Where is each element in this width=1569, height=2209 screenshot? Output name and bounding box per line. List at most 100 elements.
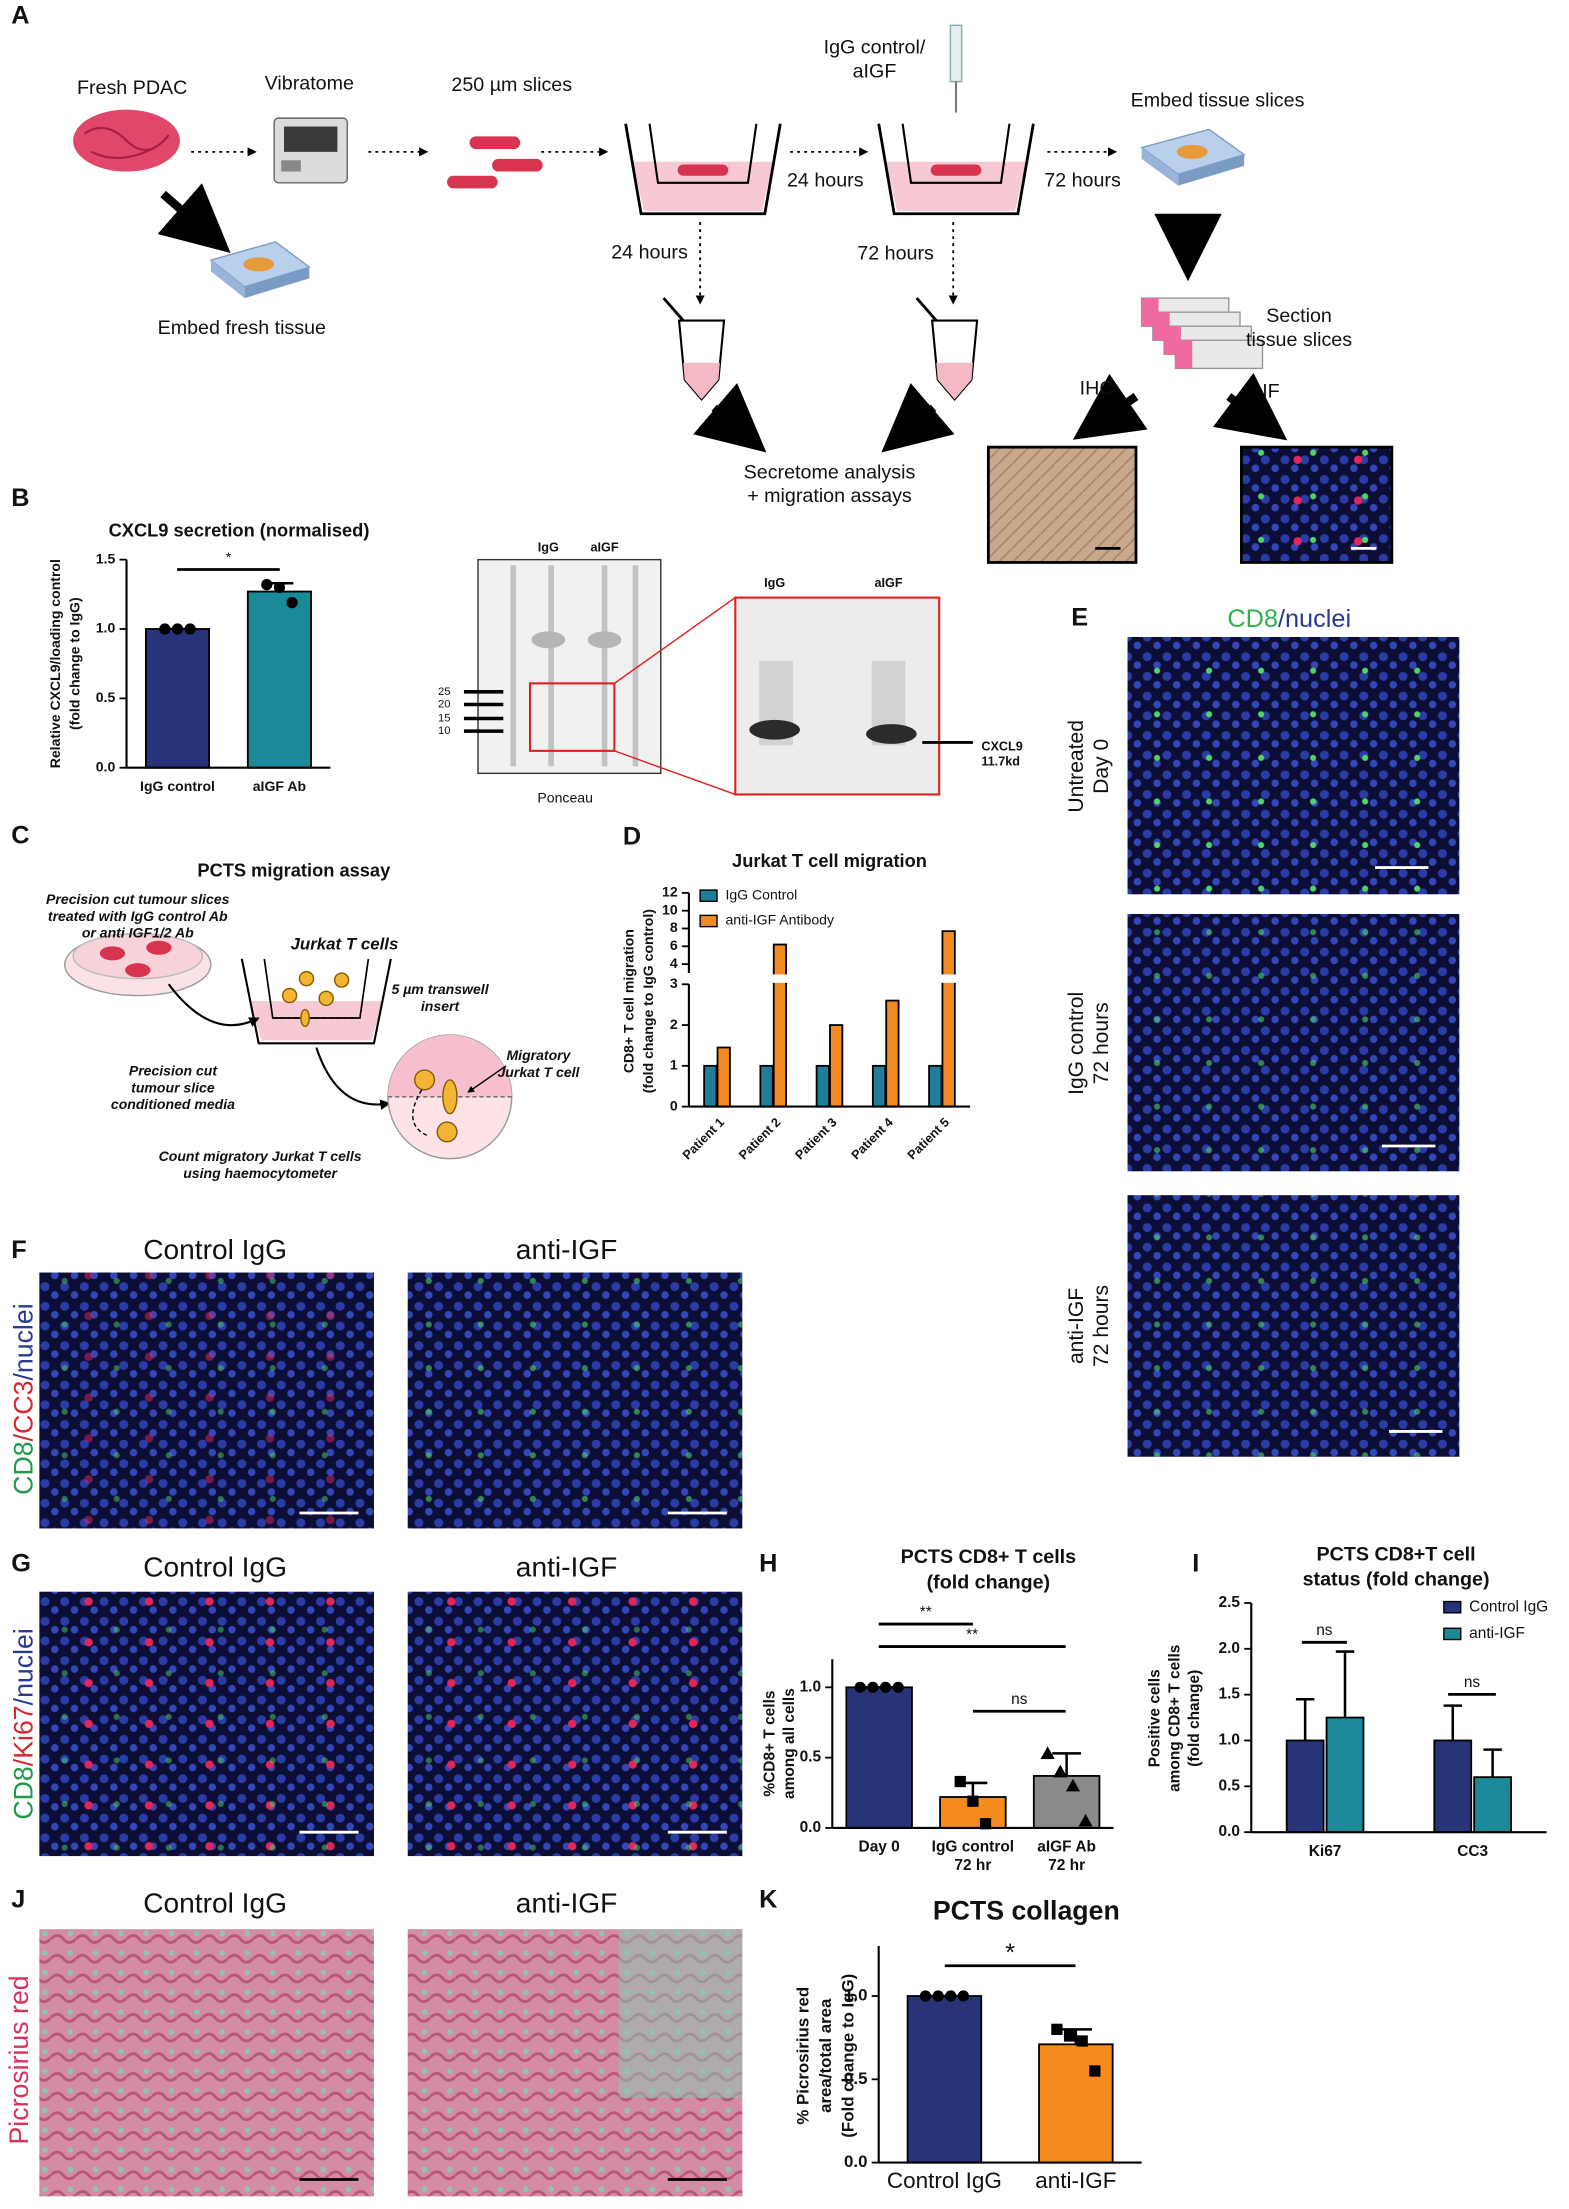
panel-a-diagram-rect xyxy=(492,158,543,172)
panel-a-diagram-rect xyxy=(677,164,729,176)
size-marker: 15 xyxy=(438,712,450,724)
bar xyxy=(928,1064,943,1108)
panel-a-diagram-ellipse xyxy=(243,257,275,272)
panel-label: I xyxy=(1192,1550,1199,1578)
significance-label: ** xyxy=(920,1604,932,1621)
legend-label: anti-IGF Antibody xyxy=(725,912,834,928)
panel-a-diagram-g-line xyxy=(1213,372,1288,441)
panel-label: B xyxy=(11,484,29,512)
legend-swatch xyxy=(1443,1600,1462,1614)
bar xyxy=(1032,1775,1101,1829)
panel-a-diagram xyxy=(73,24,1394,564)
micrographs-rect xyxy=(407,1591,743,1857)
chart-title: PCTS CD8+T cell xyxy=(1317,1543,1476,1565)
significance-label: * xyxy=(226,549,232,565)
migration-schematic-polygon xyxy=(248,1001,384,1041)
duration-label: 72 hours xyxy=(857,243,934,265)
row-label: IgG control 72 hours xyxy=(1065,992,1113,1095)
x-tick-label: Patient 3 xyxy=(792,1115,839,1162)
step-label: Embed tissue slices xyxy=(1131,89,1305,111)
y-tick-label: 1.0 xyxy=(844,1985,867,2004)
bar xyxy=(246,590,312,769)
data-point xyxy=(979,1818,992,1830)
text-line: anti-IGF xyxy=(1065,1288,1088,1364)
column-label: anti-IGF xyxy=(516,1234,618,1265)
label-part: /nuclei xyxy=(8,1303,38,1380)
bar xyxy=(815,1064,830,1108)
y-tick-label: 6 xyxy=(670,937,678,953)
western-blot-rect xyxy=(477,558,662,775)
label-part: CD8 xyxy=(8,1766,38,1819)
data-point xyxy=(1078,1813,1093,1827)
text-line: Precision cut tumour slices xyxy=(46,891,230,907)
text-line: IgG control xyxy=(1065,992,1088,1095)
panel-a-diagram-g-line xyxy=(693,382,767,453)
x-tick-label: Control IgG xyxy=(887,2168,1002,2193)
size-marker: 10 xyxy=(438,725,450,737)
panel-a-diagram-polygon xyxy=(632,161,774,211)
migration-schematic-path xyxy=(412,1089,430,1137)
significance-label: ns xyxy=(1316,1622,1333,1639)
text-line: 5 µm transwell xyxy=(392,981,490,997)
panel-label: G xyxy=(11,1550,31,1578)
panel-a-diagram-rect xyxy=(949,24,963,83)
panel-label: D xyxy=(623,823,641,851)
y-axis-label: Positive cells xyxy=(1147,1669,1164,1767)
panel-a-diagram-g-line xyxy=(881,382,955,453)
y-axis-label: among CD8+ T cells xyxy=(1166,1645,1183,1792)
axis-break xyxy=(690,974,972,983)
y-tick-label: 0.0 xyxy=(1219,1823,1240,1840)
schematic-label: Migratory Jurkat T cell xyxy=(497,1047,580,1080)
panel-label: K xyxy=(759,1886,778,1914)
western-blot-ellipse xyxy=(866,724,917,744)
step-label: Secretome analysis + migration assays xyxy=(744,461,916,507)
significance-label: ns xyxy=(1011,1691,1028,1708)
migration-schematic xyxy=(63,932,513,1160)
y-axis-label: (Fold change to IgG) xyxy=(839,1974,858,2138)
micrographs-rect xyxy=(1127,1195,1460,1457)
panel-a-diagram-rect xyxy=(1241,447,1392,563)
data-point xyxy=(1053,1764,1068,1778)
y-tick-label: 1 xyxy=(670,1057,678,1073)
y-tick-label: 0.5 xyxy=(96,689,116,705)
bar xyxy=(716,1046,731,1108)
panel-a-diagram-rect xyxy=(281,160,301,172)
data-point xyxy=(967,1795,979,1807)
schematic-label: Jurkat T cells xyxy=(291,934,399,953)
y-tick-label: 0.5 xyxy=(800,1749,822,1766)
y-tick-label: 0 xyxy=(670,1097,678,1113)
row-label: anti-IGF 72 hours xyxy=(1065,1285,1113,1367)
x-tick-label: aIGF Ab 72 hr xyxy=(1037,1839,1096,1875)
panel-label: F xyxy=(11,1236,26,1264)
legend-label: anti-IGF xyxy=(1469,1625,1525,1642)
migration-schematic-line xyxy=(467,1065,507,1093)
text-line: Day 0 xyxy=(1090,739,1113,794)
panel-a-diagram-rect xyxy=(930,164,982,176)
bar xyxy=(703,1064,718,1108)
micrographs-rect xyxy=(39,1591,374,1857)
panel-a-diagram-g xyxy=(1141,298,1193,369)
data-point xyxy=(1065,1778,1080,1792)
lane-label: IgG xyxy=(538,541,559,555)
migration-schematic-ellipse xyxy=(146,940,172,955)
y-tick-label: 1.5 xyxy=(1219,1686,1241,1703)
migration-schematic-g xyxy=(414,1069,458,1143)
panel-a-diagram-rect xyxy=(986,445,1138,564)
y-axis-label: Relative CXCL9/loading control xyxy=(47,559,63,768)
data-point xyxy=(159,623,171,635)
data-point xyxy=(1089,2065,1101,2077)
x-tick-label: IgG control 72 hr xyxy=(932,1839,1014,1875)
y-axis-label: (fold change to IgG control) xyxy=(640,909,656,1093)
x-tick-label: IgG control xyxy=(140,778,215,794)
panel-a-diagram-polygon xyxy=(885,161,1027,211)
panel-a-diagram-path xyxy=(662,297,685,322)
step-label: Vibratome xyxy=(265,73,354,95)
text-line: Untreated xyxy=(1065,720,1088,813)
label-part: /nuclei xyxy=(1278,605,1351,633)
micrographs xyxy=(39,636,1460,2197)
data-point xyxy=(1076,2035,1088,2047)
data-point xyxy=(867,1681,879,1693)
label-part: /CC3 xyxy=(8,1381,38,1442)
western-blot-ellipse xyxy=(749,719,800,740)
